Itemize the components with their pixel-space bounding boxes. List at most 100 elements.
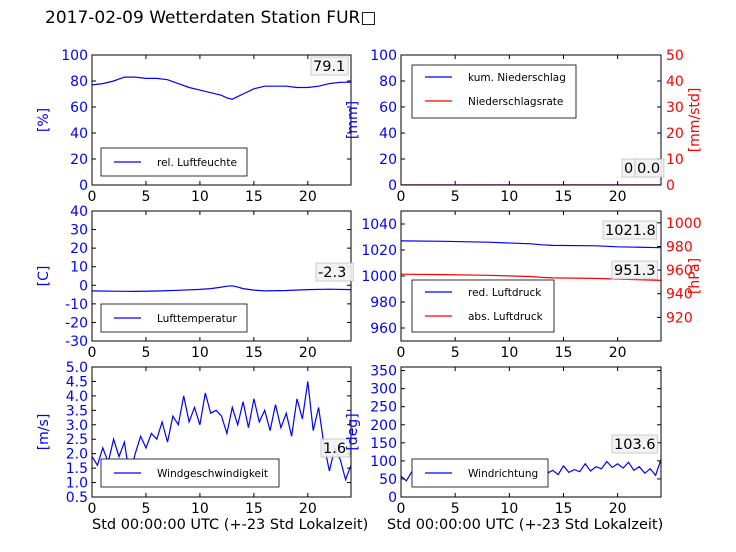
temperature-annotation: -2.3 [318, 265, 346, 281]
pressure-y2tick-label: 980 [666, 239, 693, 255]
windspeed-ytick-label: 2.5 [66, 432, 88, 448]
pressure-series-1-line [401, 273, 661, 281]
precip-y2tick-label: 50 [666, 48, 684, 64]
pressure-legend-label: red. Luftdruck [468, 287, 542, 299]
windspeed-ytick-label: 3.5 [66, 403, 88, 419]
humidity-annotation: 79.1 [313, 59, 345, 75]
pressure-xtick-label: 5 [451, 345, 460, 361]
pressure-xtick-label: 15 [555, 345, 573, 361]
precip-ylabel: [mm] [345, 101, 361, 139]
pressure-ytick-label: 1020 [361, 243, 397, 259]
temperature-ytick-label: 30 [70, 223, 88, 239]
windspeed-ytick-label: 4.0 [66, 389, 88, 405]
windspeed-ytick-label: 3.0 [66, 418, 88, 434]
temperature-legend-label: Lufttemperatur [157, 313, 237, 325]
winddir-annotation-box [611, 434, 658, 454]
winddir-ytick-label: 200 [370, 418, 397, 434]
winddir-ytick-label: 300 [370, 382, 397, 398]
winddir-ytick-label: 0 [388, 490, 397, 506]
humidity-xtick-label: 10 [191, 189, 209, 205]
winddir-annotation: 103.6 [614, 437, 656, 453]
temperature-xtick-label: 5 [141, 345, 150, 361]
winddir-xtick-label: 10 [500, 501, 518, 517]
winddir-ytick-label: 250 [370, 400, 397, 416]
winddir-xtick-label: 5 [451, 501, 460, 517]
windspeed-legend-label: Windgeschwindigkeit [157, 468, 268, 480]
pressure-xtick-label: 20 [609, 345, 627, 361]
x-axis-caption-right: Std 00:00:00 UTC (+-23 Std Lokalzeit) [387, 517, 664, 533]
winddir-ytick-label: 50 [379, 472, 397, 488]
pressure-legend-box [411, 279, 555, 333]
humidity-xtick-label: 0 [88, 189, 97, 205]
temperature-xtick-label: 15 [245, 345, 263, 361]
precip-plot-frame [400, 54, 662, 186]
winddir-ytick-label: 350 [370, 364, 397, 380]
precip-ytick-label: 60 [379, 100, 397, 116]
precip-y2tick-label: 10 [666, 152, 684, 168]
pressure-y2tick-label: 920 [666, 310, 693, 326]
winddir-xtick-label: 0 [397, 501, 406, 517]
temperature-xtick-label: 20 [299, 345, 317, 361]
precip-xtick-label: 5 [451, 189, 460, 205]
humidity-xtick-label: 5 [141, 189, 150, 205]
figure-title: 2017-02-09 Wetterdaten Station FUR□ [45, 8, 377, 28]
precip-y2tick-label: 30 [666, 100, 684, 116]
windspeed-xtick-label: 0 [88, 501, 97, 517]
humidity-ytick-label: 80 [70, 74, 88, 90]
precip-xtick-label: 20 [609, 189, 627, 205]
precip-annotation-2-box [634, 158, 665, 178]
humidity-ytick-label: 60 [70, 100, 88, 116]
pressure-annotation-2-box [611, 260, 658, 280]
winddir-xtick-label: 20 [609, 501, 627, 517]
humidity-ytick-label: 100 [61, 48, 88, 64]
windspeed-ytick-label: 1.0 [66, 476, 88, 492]
pressure-annotation-2: 951.3 [614, 263, 656, 279]
windspeed-xtick-label: 10 [191, 501, 209, 517]
humidity-ytick-label: 0 [79, 178, 88, 194]
winddir-plot-frame [400, 366, 662, 498]
pressure-ytick-label: 1000 [361, 269, 397, 285]
windspeed-annotation: 1.6 [323, 441, 346, 457]
windspeed-ytick-label: 1.5 [66, 461, 88, 477]
windspeed-series-0-line [92, 381, 351, 482]
winddir-ylabel: [deg] [345, 413, 361, 450]
precip-ytick-label: 80 [379, 74, 397, 90]
temperature-ytick-label: 0 [79, 278, 88, 294]
windspeed-xtick-label: 5 [141, 501, 150, 517]
precip-annotation-2: 0.0 [637, 161, 660, 177]
precip-ytick-label: 0 [388, 178, 397, 194]
temperature-series-0-line [92, 285, 351, 293]
windspeed-ytick-label: 4.5 [66, 374, 88, 390]
temperature-xtick-label: 0 [88, 345, 97, 361]
humidity-series-0-line [92, 76, 351, 100]
humidity-ytick-label: 40 [70, 126, 88, 142]
windspeed-xtick-label: 15 [245, 501, 263, 517]
pressure-y2tick-label: 940 [666, 287, 693, 303]
winddir-ytick-label: 100 [370, 454, 397, 470]
pressure-legend-label: abs. Luftdruck [468, 311, 544, 323]
windspeed-ytick-label: 0.5 [66, 490, 88, 506]
humidity-ytick-label: 20 [70, 152, 88, 168]
precip-xtick-label: 10 [500, 189, 518, 205]
winddir-ytick-label: 150 [370, 436, 397, 452]
humidity-plot-frame [91, 54, 352, 186]
precip-ytick-label: 20 [379, 152, 397, 168]
temperature-annotation-box [315, 262, 354, 282]
winddir-xtick-label: 15 [555, 501, 573, 517]
precip-y2label: [mm/std] [687, 88, 703, 153]
temperature-ytick-label: 20 [70, 241, 88, 257]
precip-ytick-label: 40 [379, 126, 397, 142]
pressure-y2label: [hPa] [687, 258, 703, 294]
windspeed-xtick-label: 20 [299, 501, 317, 517]
humidity-annotation-box [310, 56, 349, 76]
winddir-legend-label: Windrichtung [468, 468, 538, 480]
temperature-ytick-label: -10 [65, 297, 88, 313]
precip-xtick-label: 0 [397, 189, 406, 205]
humidity-legend-label: rel. Luftfeuchte [157, 157, 237, 169]
precip-legend-box [411, 64, 577, 119]
pressure-ytick-label: 980 [370, 295, 397, 311]
precip-legend-label: Niederschlagsrate [468, 96, 563, 108]
precip-ytick-label: 100 [370, 48, 397, 64]
precip-legend-label: kum. Niederschlag [468, 72, 566, 84]
